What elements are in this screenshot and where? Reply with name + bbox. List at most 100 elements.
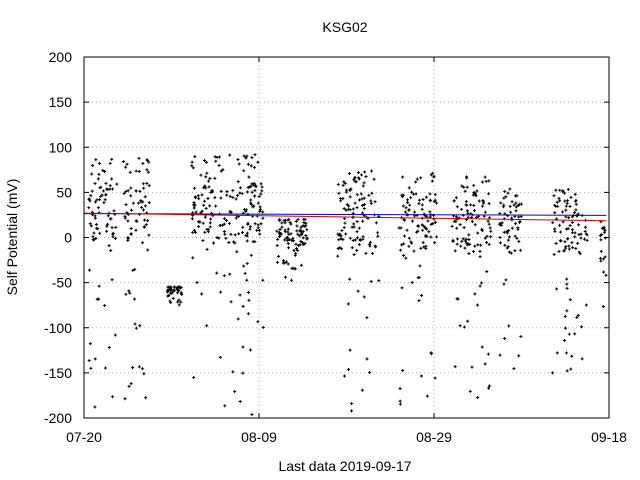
data-point bbox=[242, 169, 246, 173]
data-point bbox=[425, 394, 429, 398]
data-point bbox=[301, 229, 305, 233]
data-point bbox=[128, 291, 132, 295]
data-point bbox=[555, 287, 559, 291]
data-point bbox=[499, 201, 503, 205]
data-point bbox=[250, 182, 254, 186]
data-point bbox=[401, 204, 405, 208]
data-point bbox=[302, 217, 306, 221]
data-point bbox=[408, 203, 412, 207]
data-point bbox=[283, 228, 287, 232]
data-point bbox=[213, 176, 217, 180]
data-point bbox=[355, 193, 359, 197]
data-point bbox=[171, 290, 175, 294]
data-point bbox=[373, 200, 377, 204]
data-point bbox=[238, 293, 242, 297]
data-point bbox=[565, 286, 569, 290]
data-point bbox=[498, 235, 502, 239]
data-point bbox=[566, 237, 570, 241]
y-tick-label: 50 bbox=[56, 184, 72, 200]
data-point bbox=[519, 335, 523, 339]
data-point bbox=[92, 238, 96, 242]
data-point bbox=[343, 221, 347, 225]
data-point bbox=[238, 191, 242, 195]
data-point bbox=[500, 221, 504, 225]
data-point bbox=[207, 179, 211, 183]
data-point bbox=[577, 233, 581, 237]
data-point bbox=[144, 396, 148, 400]
data-point bbox=[143, 195, 147, 199]
data-point bbox=[218, 355, 222, 359]
data-point bbox=[287, 238, 291, 242]
data-point bbox=[141, 182, 145, 186]
data-point bbox=[415, 230, 419, 234]
data-point bbox=[565, 369, 569, 373]
data-point bbox=[294, 219, 298, 223]
data-point bbox=[286, 262, 290, 266]
data-point bbox=[454, 215, 458, 219]
data-point bbox=[177, 298, 181, 302]
data-point bbox=[256, 320, 260, 324]
data-point bbox=[463, 189, 467, 193]
data-point bbox=[168, 299, 172, 303]
data-point bbox=[564, 204, 568, 208]
data-point bbox=[110, 157, 114, 161]
data-point bbox=[343, 181, 347, 185]
data-point bbox=[200, 193, 204, 197]
data-point bbox=[515, 236, 519, 240]
data-point bbox=[244, 209, 248, 213]
data-point bbox=[360, 197, 364, 201]
data-point bbox=[398, 399, 402, 403]
data-point bbox=[369, 279, 373, 283]
data-point bbox=[280, 225, 284, 229]
data-point bbox=[364, 175, 368, 179]
data-point bbox=[504, 195, 508, 199]
data-point bbox=[123, 214, 127, 218]
data-point bbox=[473, 292, 477, 296]
data-point bbox=[374, 221, 378, 225]
data-point bbox=[141, 200, 145, 204]
data-point bbox=[251, 240, 255, 244]
data-point bbox=[133, 322, 137, 326]
data-point bbox=[280, 221, 284, 225]
data-point bbox=[299, 225, 303, 229]
data-point bbox=[145, 181, 149, 185]
data-point bbox=[368, 370, 372, 374]
data-point bbox=[201, 221, 205, 225]
data-point bbox=[465, 203, 469, 207]
data-point bbox=[429, 173, 433, 177]
data-point bbox=[411, 219, 415, 223]
data-point bbox=[109, 249, 113, 253]
y-tick-label: -50 bbox=[52, 275, 72, 291]
data-point bbox=[362, 203, 366, 207]
data-point bbox=[413, 210, 417, 214]
data-point bbox=[345, 203, 349, 207]
data-point bbox=[87, 359, 91, 363]
data-point bbox=[242, 154, 246, 158]
data-point bbox=[485, 240, 489, 244]
data-point bbox=[502, 230, 506, 234]
data-point bbox=[283, 238, 287, 242]
data-point bbox=[465, 209, 469, 213]
data-point bbox=[373, 244, 377, 248]
data-point bbox=[219, 290, 223, 294]
data-point bbox=[198, 220, 202, 224]
data-point bbox=[342, 217, 346, 221]
data-point bbox=[218, 155, 222, 159]
data-point bbox=[355, 220, 359, 224]
data-point bbox=[473, 244, 477, 248]
data-point bbox=[483, 210, 487, 214]
data-point bbox=[450, 224, 454, 228]
data-point bbox=[352, 178, 356, 182]
data-point bbox=[146, 248, 150, 252]
data-point bbox=[412, 249, 416, 253]
data-point bbox=[122, 191, 126, 195]
data-point bbox=[558, 223, 562, 227]
data-point bbox=[473, 209, 477, 213]
data-point bbox=[352, 253, 356, 257]
data-point bbox=[476, 243, 480, 247]
data-point bbox=[456, 237, 460, 241]
data-point bbox=[362, 196, 366, 200]
data-point bbox=[98, 161, 102, 165]
data-point bbox=[222, 222, 226, 226]
data-point bbox=[125, 162, 129, 166]
